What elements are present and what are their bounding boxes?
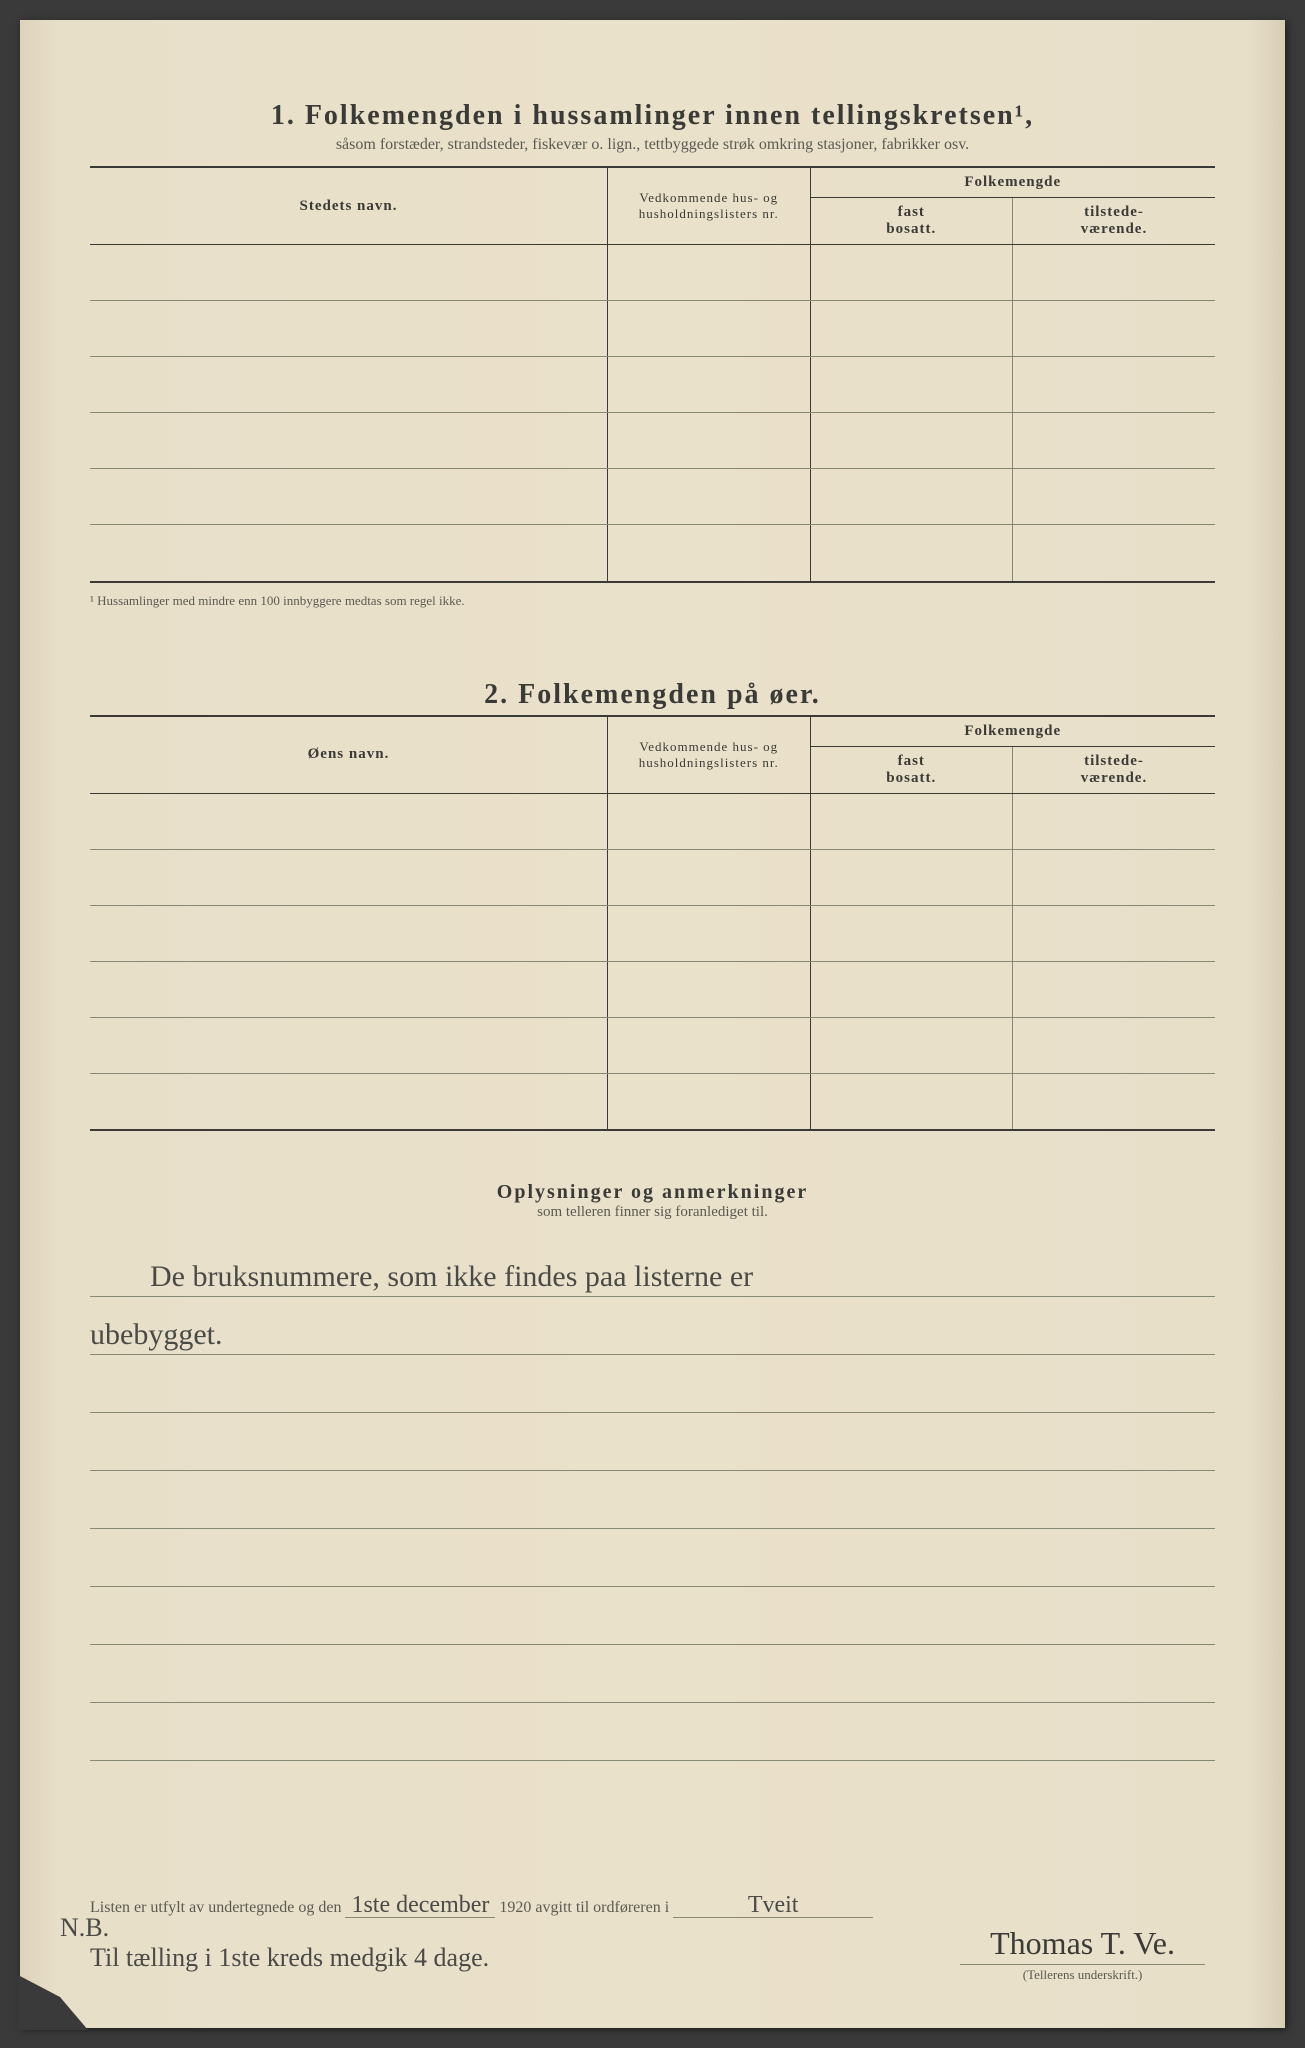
section-2-title: 2. Folkemengden på øer. bbox=[90, 679, 1215, 711]
col-folkemengde: Folkemengde bbox=[810, 717, 1215, 747]
table-row bbox=[90, 905, 1215, 961]
handwritten-remark-2: ubebygget. bbox=[90, 1318, 222, 1352]
section-1: 1. Folkemengden i hussamlinger innen tel… bbox=[90, 100, 1215, 609]
col-ref: Vedkommende hus- og husholdningslisters … bbox=[608, 168, 811, 245]
col-oens-navn: Øens navn. bbox=[90, 717, 608, 794]
ruled-line: De bruksnummere, som ikke findes paa lis… bbox=[90, 1239, 1215, 1297]
signature-handwritten: Thomas T. Ve. bbox=[960, 1925, 1205, 1965]
ruled-line bbox=[90, 1413, 1215, 1471]
table-row bbox=[90, 793, 1215, 849]
table-row bbox=[90, 525, 1215, 581]
section-1-subtitle: såsom forstæder, strandsteder, fiskevær … bbox=[90, 136, 1215, 154]
remarks-subtitle: som telleren finner sig foranlediget til… bbox=[90, 1204, 1215, 1221]
remarks-section: Oplysninger og anmerkninger som telleren… bbox=[90, 1181, 1215, 1761]
handwritten-remark-1: De bruksnummere, som ikke findes paa lis… bbox=[150, 1260, 753, 1294]
table-row bbox=[90, 357, 1215, 413]
table-row bbox=[90, 413, 1215, 469]
footer-year: 1920 bbox=[499, 1899, 531, 1916]
ruled-line bbox=[90, 1703, 1215, 1761]
col-ref: Vedkommende hus- og husholdningslisters … bbox=[608, 717, 811, 794]
footer-place-handwritten: Tveit bbox=[673, 1893, 873, 1918]
signature-block: Thomas T. Ve. (Tellerens underskrift.) bbox=[960, 1925, 1205, 1983]
table-1: Stedets navn. Vedkommende hus- og hushol… bbox=[90, 168, 1215, 581]
table-row bbox=[90, 245, 1215, 301]
section-2: 2. Folkemengden på øer. Øens navn. Vedko… bbox=[90, 679, 1215, 1132]
table-row bbox=[90, 849, 1215, 905]
section-1-heading: Folkemengden i hussamlinger innen tellin… bbox=[305, 100, 1034, 131]
table-row bbox=[90, 1017, 1215, 1073]
ruled-line bbox=[90, 1645, 1215, 1703]
rule bbox=[90, 581, 1215, 583]
ruled-line bbox=[90, 1471, 1215, 1529]
section-1-title: 1. Folkemengden i hussamlinger innen tel… bbox=[90, 100, 1215, 132]
footer-mid: avgitt til ordføreren i bbox=[535, 1899, 669, 1916]
col-folkemengde: Folkemengde bbox=[810, 168, 1215, 198]
rule bbox=[90, 1129, 1215, 1131]
ruled-line bbox=[90, 1355, 1215, 1413]
col-stedets-navn: Stedets navn. bbox=[90, 168, 608, 245]
ruled-line bbox=[90, 1529, 1215, 1587]
section-2-heading: Folkemengden på øer. bbox=[518, 679, 821, 710]
signature-caption: (Tellerens underskrift.) bbox=[960, 1967, 1205, 1983]
remarks-title: Oplysninger og anmerkninger bbox=[90, 1181, 1215, 1204]
col-tilstede: tilstede- værende. bbox=[1013, 746, 1216, 793]
table-row bbox=[90, 1073, 1215, 1129]
ruled-line bbox=[90, 1587, 1215, 1645]
col-fast: fast bosatt. bbox=[810, 746, 1013, 793]
table-2: Øens navn. Vedkommende hus- og husholdni… bbox=[90, 717, 1215, 1130]
torn-corner bbox=[18, 1975, 88, 2030]
table-row bbox=[90, 301, 1215, 357]
nb-text: Til tælling i 1ste kreds medgik 4 dage. bbox=[90, 1943, 489, 1973]
section-1-footnote: ¹ Hussamlinger med mindre enn 100 innbyg… bbox=[90, 593, 1215, 609]
nb-tag: N.B. bbox=[60, 1913, 489, 1943]
ruled-line: ubebygget. bbox=[90, 1297, 1215, 1355]
table-row bbox=[90, 469, 1215, 525]
table-2-body bbox=[90, 793, 1215, 1129]
table-row bbox=[90, 961, 1215, 1017]
col-tilstede: tilstede- værende. bbox=[1013, 198, 1216, 245]
table-1-body bbox=[90, 245, 1215, 581]
section-2-number: 2. bbox=[484, 679, 509, 710]
census-form-page: 1. Folkemengden i hussamlinger innen tel… bbox=[20, 20, 1285, 2028]
remarks-lines: De bruksnummere, som ikke findes paa lis… bbox=[90, 1239, 1215, 1761]
nb-note: N.B. Til tælling i 1ste kreds medgik 4 d… bbox=[60, 1913, 489, 1973]
section-1-number: 1. bbox=[271, 100, 296, 131]
col-fast: fast bosatt. bbox=[810, 198, 1013, 245]
